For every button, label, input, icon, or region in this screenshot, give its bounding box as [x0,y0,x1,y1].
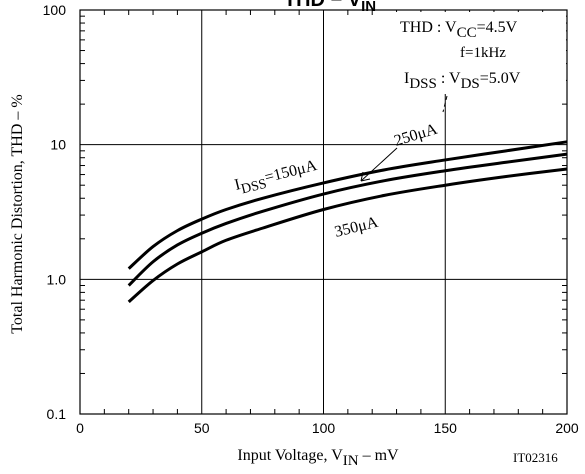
y-tick-label: 100 [43,2,67,18]
x-tick-label: 100 [312,420,336,436]
y-tick-label: 10 [50,137,66,153]
series-line-1 [127,152,568,287]
y-tick-label: 1.0 [47,271,67,287]
x-tick-label: 0 [76,420,84,436]
series-line-2 [127,167,568,304]
idss-leader-dash [442,95,448,113]
series-line-0 [127,140,568,270]
thd-condition: THD : VCC=4.5V [400,19,518,41]
conditions-box-bg [392,12,566,94]
series-label-150: IDSS=150μA [233,157,320,199]
y-axis-label: Total Harmonic Distortion, THD – % [9,94,26,333]
y-tick-labels: 0.1 1.0 10 100 [43,2,67,422]
series-label-250-arrowhead [360,171,371,182]
x-tick-label: 150 [434,420,458,436]
freq-condition: f=1kHz [460,45,506,61]
idss-condition: IDSS : VDS=5.0V [404,70,521,92]
x-tick-labels: 0 50 100 150 200 [76,420,579,436]
plot-area [79,9,568,415]
series-label-250-arrow [360,147,398,182]
series-label-350: 350μA [333,214,380,241]
grid [80,10,567,414]
series-lines [127,140,568,304]
chart-title: THD − VIN [284,0,376,15]
y-tick-label: 0.1 [47,406,67,422]
figure-id: IT02316 [513,450,558,465]
x-axis-label: Input Voltage, VIN – mV [237,447,399,469]
series-label-250: 250μA [392,121,440,150]
x-tick-label: 50 [194,420,210,436]
x-tick-label: 200 [555,420,579,436]
